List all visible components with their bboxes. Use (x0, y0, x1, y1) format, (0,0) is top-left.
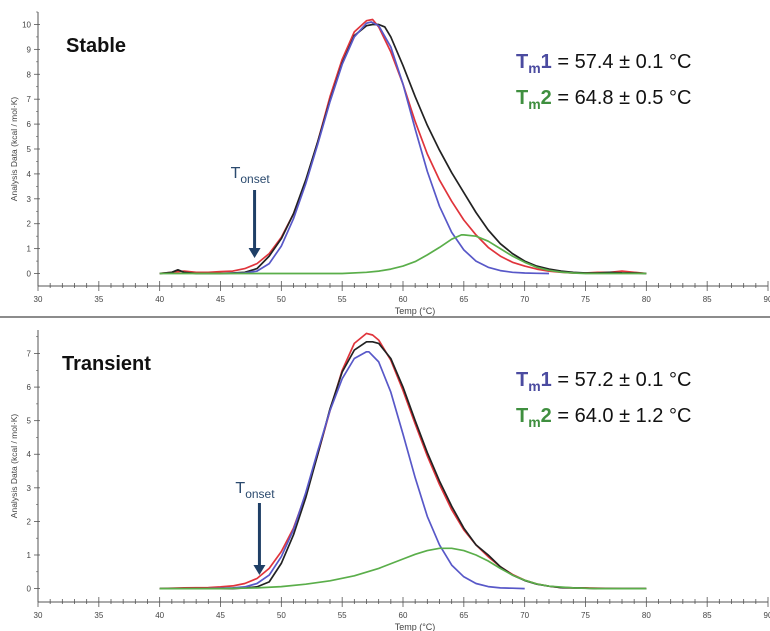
y-tick-label: 7 (27, 350, 32, 359)
tm2-symbol: T (516, 87, 528, 109)
tm1-value: = 57.4 ± 0.1 °C (552, 51, 692, 73)
x-tick-label: 30 (34, 295, 43, 304)
y-tick-label: 5 (27, 417, 32, 426)
onset-symbol: T (231, 165, 241, 182)
x-axis-title: Temp (°C) (395, 622, 436, 631)
chart-panel-2: 3035404550556065707580859001234567Temp (… (9, 330, 770, 631)
onset-label: Tonset (231, 165, 271, 186)
tm1-subscript: m (528, 60, 540, 76)
x-tick-label: 75 (581, 611, 590, 620)
y-axis-title: Analysis Data (kcal / mol·K) (9, 414, 19, 519)
tm2-symbol: T (516, 405, 528, 427)
x-tick-label: 40 (155, 611, 164, 620)
tm1-subscript: m (528, 378, 540, 394)
onset-label: Tonset (235, 480, 275, 501)
series-line-3 (220, 21, 550, 275)
y-axis-title: Analysis Data (kcal / mol·K) (9, 97, 19, 202)
x-tick-label: 65 (459, 611, 468, 620)
y-tick-label: 3 (27, 484, 32, 493)
x-tick-label: 80 (642, 611, 651, 620)
y-tick-label: 10 (22, 20, 31, 29)
tm2-index: 2 (541, 87, 552, 109)
tm1-annotation: Tm1 = 57.4 ± 0.1 °C (516, 51, 691, 76)
tm1-value: = 57.2 ± 0.1 °C (552, 369, 692, 391)
onset-symbol: T (235, 480, 245, 497)
y-tick-label: 6 (27, 383, 32, 392)
y-tick-label: 1 (27, 551, 32, 560)
y-tick-label: 5 (27, 145, 32, 154)
x-tick-label: 85 (703, 611, 712, 620)
y-tick-label: 1 (27, 245, 32, 254)
x-tick-label: 75 (581, 295, 590, 304)
x-tick-label: 45 (216, 295, 225, 304)
x-tick-label: 90 (764, 611, 770, 620)
onset-arrow-head (253, 565, 266, 575)
x-tick-label: 50 (277, 295, 286, 304)
y-tick-label: 7 (27, 95, 32, 104)
x-tick-label: 70 (520, 295, 529, 304)
tm1-index: 1 (541, 369, 552, 391)
panel-label: Transient (62, 353, 151, 375)
x-axis-title: Temp (°C) (395, 306, 436, 316)
tm1-index: 1 (541, 51, 552, 73)
chart-panel-1: 30354045505560657075808590012345678910Te… (9, 11, 770, 316)
x-tick-label: 55 (338, 611, 347, 620)
x-tick-label: 65 (459, 295, 468, 304)
x-tick-label: 60 (399, 295, 408, 304)
series-line-4 (159, 547, 647, 590)
tm2-index: 2 (541, 405, 552, 427)
tm1-annotation: Tm1 = 57.2 ± 0.1 °C (516, 369, 691, 394)
tm2-annotation: Tm2 = 64.0 ± 1.2 °C (516, 405, 691, 430)
panel-divider (0, 316, 770, 318)
x-tick-label: 60 (399, 611, 408, 620)
y-tick-label: 3 (27, 195, 32, 204)
x-tick-label: 80 (642, 295, 651, 304)
x-tick-label: 85 (703, 295, 712, 304)
x-tick-label: 70 (520, 611, 529, 620)
onset-subscript: onset (245, 487, 275, 501)
x-tick-label: 55 (338, 295, 347, 304)
x-tick-label: 45 (216, 611, 225, 620)
y-tick-label: 2 (27, 517, 32, 526)
y-tick-label: 4 (27, 450, 32, 459)
x-tick-label: 35 (94, 295, 103, 304)
x-tick-label: 90 (764, 295, 770, 304)
x-tick-label: 35 (94, 611, 103, 620)
series-line-3 (208, 350, 525, 590)
y-tick-label: 0 (27, 585, 32, 594)
series-line-4 (159, 234, 647, 275)
tm1-symbol: T (516, 51, 528, 73)
x-tick-label: 50 (277, 611, 286, 620)
y-tick-label: 8 (27, 70, 32, 79)
tm2-subscript: m (528, 414, 540, 430)
tm2-value: = 64.0 ± 1.2 °C (552, 405, 692, 427)
tm2-value: = 64.8 ± 0.5 °C (552, 87, 692, 109)
tm1-symbol: T (516, 369, 528, 391)
onset-subscript: onset (240, 172, 270, 186)
y-tick-label: 4 (27, 170, 32, 179)
y-tick-label: 0 (27, 270, 32, 279)
onset-arrow-head (248, 248, 261, 258)
x-tick-label: 40 (155, 295, 164, 304)
panel-label: Stable (66, 35, 126, 57)
y-tick-label: 9 (27, 45, 32, 54)
tm2-annotation: Tm2 = 64.8 ± 0.5 °C (516, 87, 691, 112)
y-tick-label: 6 (27, 120, 32, 129)
tm2-subscript: m (528, 96, 540, 112)
x-tick-label: 30 (34, 611, 43, 620)
y-tick-label: 2 (27, 220, 32, 229)
